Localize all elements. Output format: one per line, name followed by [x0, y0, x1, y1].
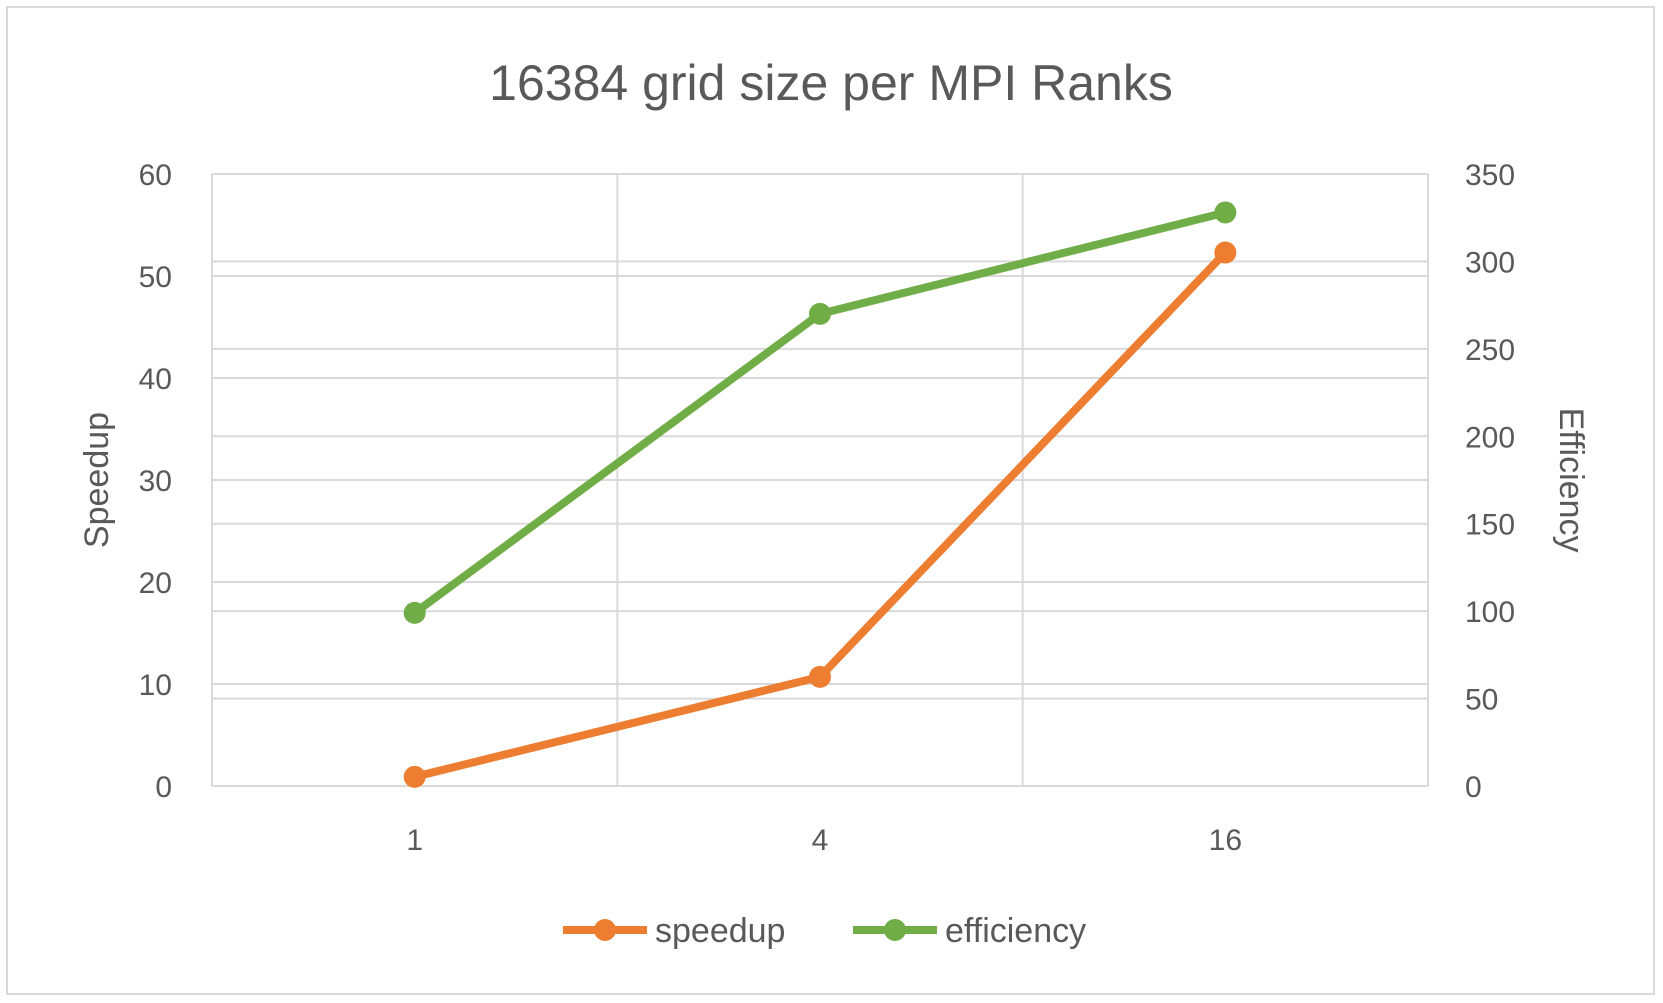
y-left-tick-label: 40 — [139, 363, 172, 396]
y-right-tick-label: 200 — [1465, 421, 1515, 454]
series-line-efficiency — [412, 208, 1227, 617]
y-right-tick-label: 150 — [1465, 509, 1515, 542]
legend[interactable]: speedup efficiency — [563, 912, 1086, 950]
y-right-tick-label: 300 — [1465, 246, 1515, 279]
chart-frame — [6, 6, 1655, 995]
legend-label: speedup — [655, 912, 785, 950]
legend-item-efficiency[interactable]: efficiency — [853, 912, 1086, 950]
data-point-efficiency[interactable] — [809, 302, 831, 325]
data-point-efficiency[interactable] — [403, 601, 426, 624]
data-point-speedup[interactable] — [809, 665, 831, 688]
legend-item-speedup[interactable]: speedup — [563, 912, 785, 950]
y-left-tick-label: 0 — [155, 771, 172, 804]
y-right-tick-label: 50 — [1465, 684, 1498, 717]
data-point-speedup[interactable] — [1214, 241, 1237, 264]
legend-label: efficiency — [945, 912, 1086, 950]
y-left-tick-label: 50 — [139, 261, 172, 294]
y-left-tick-label: 20 — [139, 567, 172, 600]
data-point-efficiency[interactable] — [1214, 201, 1237, 224]
y-left-tick-label: 10 — [139, 669, 172, 702]
data-point-speedup[interactable] — [403, 765, 426, 788]
series-speedup — [403, 241, 1237, 788]
x-tick-label: 4 — [812, 824, 829, 857]
series-lines — [403, 201, 1237, 788]
y-axis-left-label: Speedup — [78, 412, 116, 548]
y-right-tick-label: 250 — [1465, 334, 1515, 367]
tick-labels: 0 10 20 30 40 50 60 0 50 100 150 200 250 300 350 1 4 16 — [139, 159, 1515, 857]
y-right-tick-label: 350 — [1465, 159, 1515, 192]
y-right-tick-label: 0 — [1465, 771, 1482, 804]
legend-swatch-marker — [884, 919, 906, 941]
y-axis-right-label: Efficiency — [1552, 408, 1590, 553]
y-right-tick-label: 100 — [1465, 596, 1515, 629]
y-left-tick-label: 60 — [139, 159, 172, 192]
x-tick-label: 16 — [1209, 824, 1242, 857]
gridlines — [211, 173, 1429, 787]
x-tick-label: 1 — [406, 824, 423, 857]
chart-title: 16384 grid size per MPI Ranks — [489, 55, 1173, 111]
series-efficiency — [403, 201, 1237, 624]
legend-swatch-marker — [594, 919, 616, 941]
y-left-tick-label: 30 — [139, 465, 172, 498]
